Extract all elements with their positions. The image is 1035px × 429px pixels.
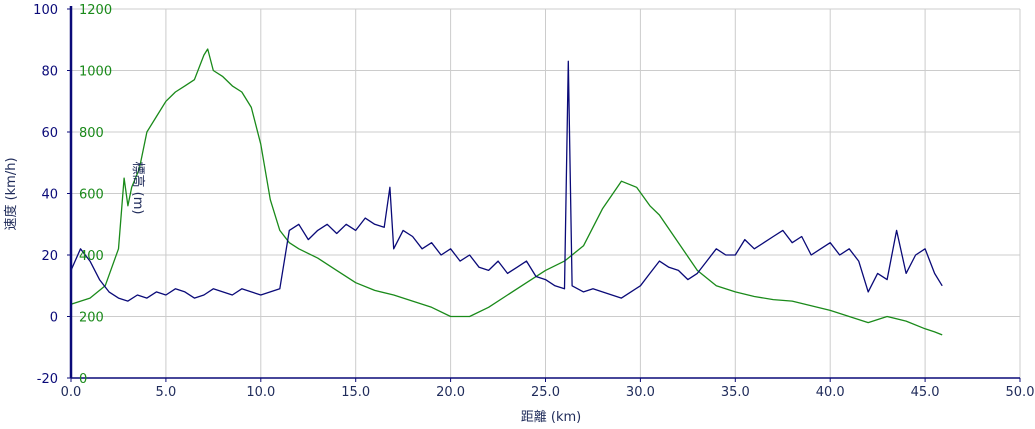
x-tick-label: 10.0 [246,385,275,400]
x-tick-label: 35.0 [721,385,750,400]
grid-lines [70,8,1021,379]
y2-axis-title: 標高 (m) [130,162,146,215]
x-tick-label: 20.0 [436,385,465,400]
speed-series-line [70,60,943,302]
y2-tick-label: 1200 [79,3,112,18]
y2-tick-labels: 1200 1000 800 600 400 200 0 [79,3,112,387]
x-tick-label: 5.0 [156,385,177,400]
x-tick-label: 30.0 [626,385,655,400]
y-tick-label: 60 [41,126,58,141]
x-axis-title: 距離 (km) [521,410,581,425]
y2-tick-label: 200 [79,311,104,326]
y-tick-labels: 100 80 60 40 20 0 -20 [33,3,58,387]
y-tick-label: 100 [33,3,58,18]
y-tick-label: 40 [41,188,58,203]
elevation-series-line [70,48,943,336]
y-tick-label: 20 [41,249,58,264]
y2-tick-label: 1000 [79,65,112,80]
axes [67,6,1021,382]
x-tick-label: 45.0 [911,385,940,400]
x-tick-labels: 0.0 5.0 10.0 15.0 20.0 25.0 30.0 35.0 40.0 45.0 50… [61,385,1035,400]
x-tick-label: 0.0 [61,385,82,400]
x-tick-label: 25.0 [531,385,560,400]
y-tick-label: 80 [41,65,58,80]
y2-tick-label: 800 [79,126,104,141]
y2-tick-label: 400 [79,249,104,264]
y-tick-label: -20 [37,372,58,387]
y2-tick-label: 600 [79,188,104,203]
series-layer [70,48,943,336]
x-tick-label: 40.0 [816,385,845,400]
y-tick-label: 0 [50,311,58,326]
x-tick-label: 50.0 [1006,385,1035,400]
y2-tick-label: 0 [79,372,87,387]
x-tick-label: 15.0 [341,385,370,400]
y-axis-title: 速度 (km/h) [3,157,19,230]
